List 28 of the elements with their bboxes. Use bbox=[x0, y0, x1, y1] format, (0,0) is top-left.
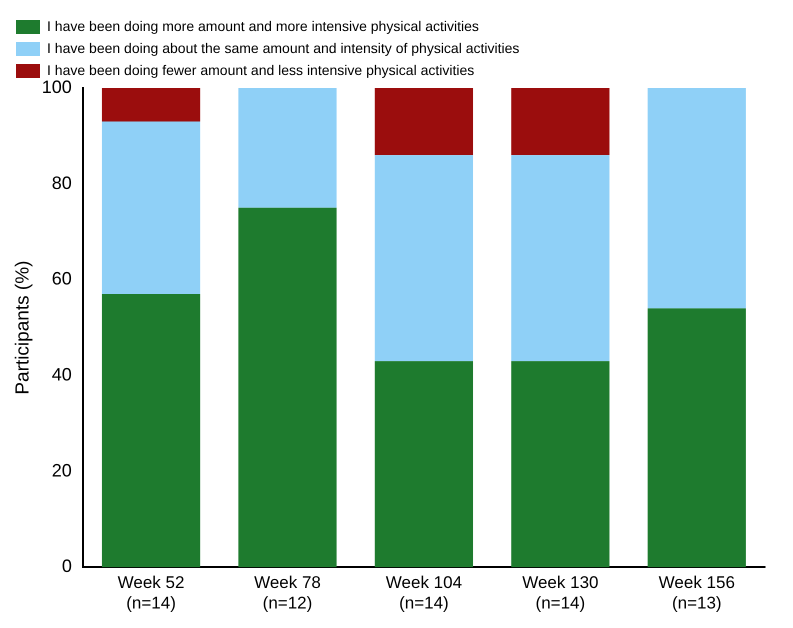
legend-label: I have been doing about the same amount and intensity of physical activities bbox=[47, 40, 520, 56]
bar bbox=[648, 88, 746, 308]
y-tick-label: 20 bbox=[52, 460, 72, 480]
x-tick-label: Week 130 (n=14) bbox=[522, 573, 598, 612]
y-tick-label: 40 bbox=[52, 364, 72, 384]
y-tick-label: 0 bbox=[62, 556, 72, 576]
bar bbox=[374, 88, 474, 156]
bar bbox=[511, 361, 610, 568]
y-tick-label: 80 bbox=[52, 172, 72, 193]
x-tick-label: Week 78 (n=12) bbox=[254, 573, 321, 612]
y-tick-label: 100 bbox=[42, 76, 72, 97]
x-tick-label: Week 52 (n=14) bbox=[118, 573, 184, 612]
bar bbox=[648, 308, 746, 568]
y-tick-label: 60 bbox=[52, 268, 72, 289]
bar bbox=[238, 88, 337, 208]
bar bbox=[374, 155, 474, 362]
x-tick-label: Week 104 (n=14) bbox=[386, 573, 462, 612]
y-axis-title: Participants (%) bbox=[12, 260, 34, 395]
bar bbox=[238, 208, 337, 568]
legend-label: I have been doing fewer amount and less intensive physical activities bbox=[47, 62, 474, 78]
bar bbox=[511, 88, 610, 156]
bar bbox=[374, 361, 474, 568]
legend-label: I have been doing more amount and more intensive physical activities bbox=[47, 18, 479, 34]
bar bbox=[102, 294, 200, 568]
bar bbox=[102, 88, 200, 122]
bar bbox=[511, 155, 610, 362]
x-tick-label: Week 156 (n=13) bbox=[658, 573, 735, 612]
bar bbox=[102, 122, 200, 294]
